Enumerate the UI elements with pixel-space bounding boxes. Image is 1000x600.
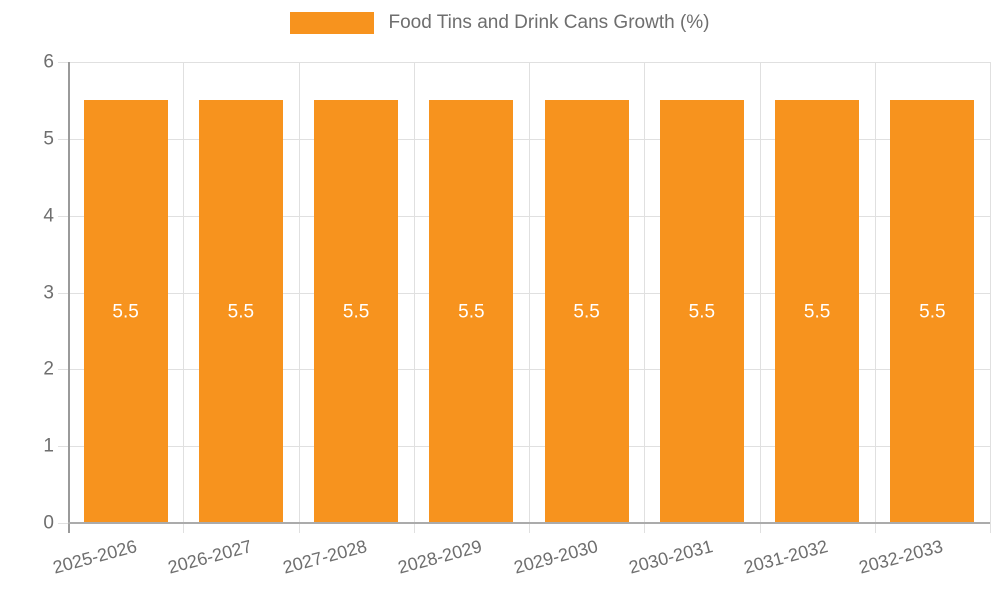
x-tick-label: 2029-2030 [511,536,600,578]
x-axis-baseline [68,522,990,524]
legend-label: Food Tins and Drink Cans Growth (%) [388,12,710,33]
y-tick-label: 5 [43,128,54,150]
y-axis-line [68,62,70,533]
x-gridline [644,62,646,533]
bar-value-label: 5.5 [919,301,946,323]
x-tick-label: 2028-2029 [395,536,485,578]
bar-value-label: 5.5 [342,301,370,323]
x-gridline [759,62,761,533]
chart-legend: Food Tins and Drink Cans Growth (%) [0,12,1000,34]
y-tick-label: 1 [43,435,54,457]
bar-value-label: 5.5 [688,301,716,323]
x-gridline [298,62,300,533]
bar [659,100,744,523]
plot-area: 2025-2026 2026-2027 2027-2028 2028-2029 2029… [43,53,991,578]
bar [83,100,168,523]
x-gridline [990,62,991,533]
bar-value-label: 5.5 [573,301,600,323]
bar [314,100,399,523]
bar [429,100,514,523]
bar [775,100,860,523]
y-gridline [58,446,990,448]
y-gridline [58,369,990,371]
x-tick-label: 2032-2033 [856,536,946,578]
bar [890,100,975,523]
y-tick-label: 0 [43,512,54,534]
bar [544,100,629,523]
x-axis-labels: 2025-2026 2026-2027 2027-2028 2028-2029 2029… [50,523,990,593]
y-tick-label: 3 [43,282,54,303]
y-tick-label: 2 [43,358,54,380]
x-gridline [183,62,185,533]
bar-value-label: 5.5 [458,301,485,323]
bar-value-label: 5.5 [803,301,831,323]
y-tick-label: 4 [43,205,54,227]
y-gridline [58,138,990,140]
x-tick-label: 2030-2031 [626,536,715,578]
y-gridline [58,292,990,294]
x-tick-label: 2025-2026 [50,536,139,578]
bar [198,100,283,523]
x-gridline [874,62,876,533]
y-gridline [58,215,990,217]
x-tick-label: 2026-2027 [165,536,254,578]
y-gridline [58,62,990,63]
y-tick-label: 6 [43,51,54,73]
x-tick-label: 2031-2032 [741,536,831,578]
x-tick-label: 2027-2028 [280,536,370,578]
x-gridline [529,62,530,533]
bar-value-label: 5.5 [227,301,255,323]
x-gridline [413,62,415,533]
legend-swatch-icon [290,12,375,34]
bar-value-label: 5.5 [112,301,139,323]
